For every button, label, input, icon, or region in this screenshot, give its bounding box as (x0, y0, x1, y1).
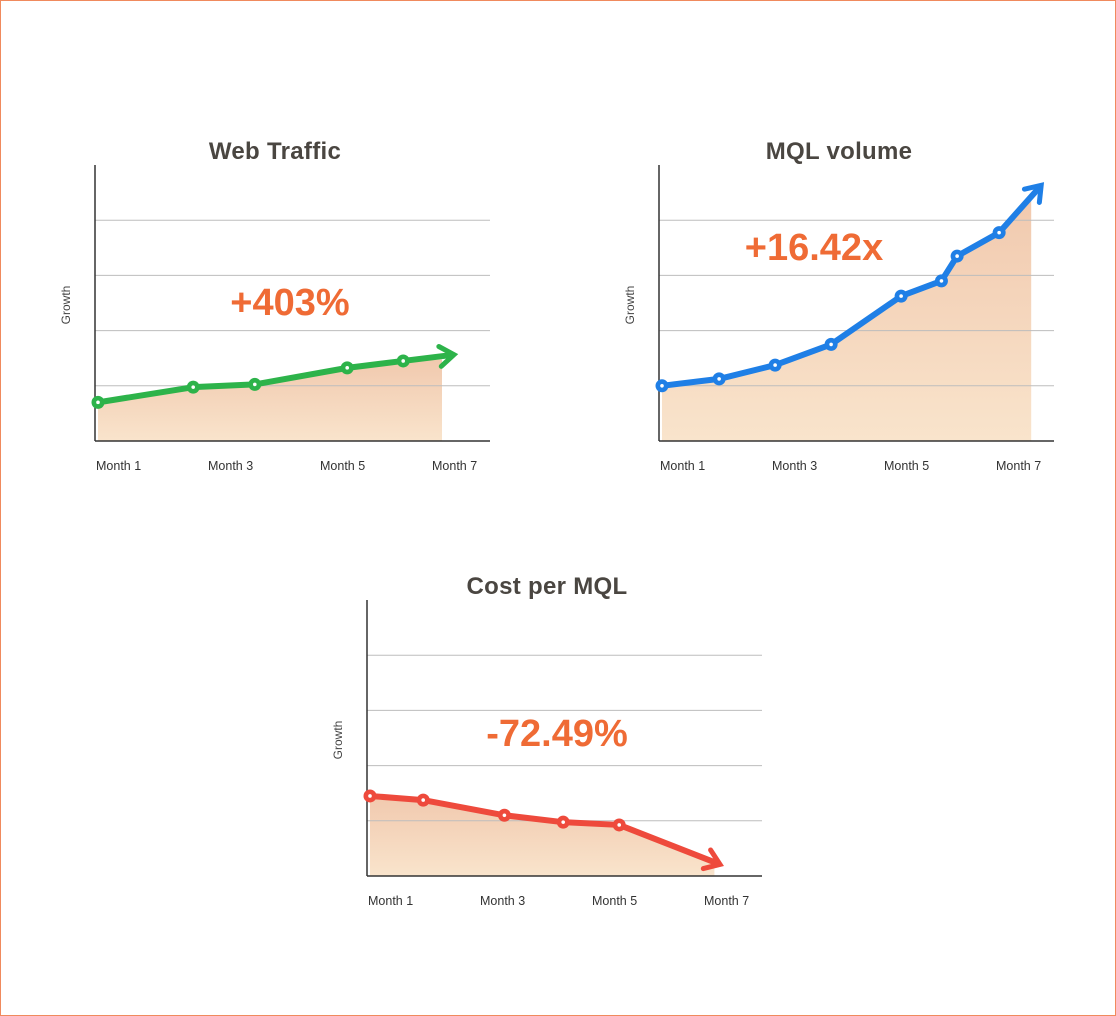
series-arrowhead (700, 847, 724, 872)
chart-callout: -72.49% (486, 713, 628, 755)
area-fill (662, 193, 1032, 441)
x-tick-label: Month 7 (704, 894, 749, 908)
data-point-center (345, 366, 350, 370)
chart-callout: +16.42x (744, 227, 884, 269)
x-tick-label: Month 7 (996, 459, 1041, 473)
series-line (367, 792, 718, 866)
data-point-center (96, 400, 100, 405)
series-arrowhead (436, 343, 459, 369)
data-point-center (502, 813, 507, 818)
chart-cost-per-mql: Cost per MQL -72.49% Growth Month 1 Month … (312, 565, 782, 925)
x-tick-label: Month 1 (368, 894, 413, 908)
data-point-center (939, 279, 944, 283)
data-point-center (773, 363, 777, 367)
chart-title: MQL volume (765, 138, 913, 165)
data-point-center (660, 384, 664, 388)
area-fill (370, 795, 715, 876)
data-point-center (191, 385, 195, 389)
chart-title: Cost per MQL (466, 573, 628, 600)
y-axis-label: Growth (331, 721, 345, 760)
y-axis-label: Growth (59, 286, 73, 325)
series-line (95, 352, 451, 406)
chart-plot: Growth Month 1 Month 3 Month 5 Month 7 (59, 165, 490, 473)
data-point-center (899, 294, 903, 298)
area-fill (98, 359, 442, 441)
series-arrowhead (1021, 182, 1045, 205)
x-tick-label: Month 1 (660, 459, 705, 473)
chart-title: Web Traffic (208, 138, 342, 165)
chart-mql-volume: MQL volume +16.42x Growth Month 1 Month 3 M… (604, 130, 1074, 490)
data-point-center (368, 794, 372, 798)
x-tick-label: Month 3 (772, 459, 817, 473)
x-tick-label: Month 5 (320, 459, 365, 473)
x-tick-label: Month 3 (480, 894, 525, 908)
data-point-center (955, 254, 959, 258)
x-tick-label: Month 5 (884, 459, 929, 473)
chart-plot: Growth Month 1 Month 3 Month 5 Month 7 (623, 165, 1054, 473)
y-axis-label: Growth (623, 286, 637, 325)
x-tick-label: Month 3 (208, 459, 253, 473)
data-point-center (401, 359, 406, 363)
chart-callout: +403% (230, 282, 350, 324)
data-point-center (617, 823, 621, 827)
chart-web-traffic: Web Traffic +403% Growth Month 1 Month 3 Mo… (40, 130, 510, 490)
x-tick-label: Month 7 (432, 459, 477, 473)
data-point-center (253, 382, 257, 387)
data-point-center (997, 230, 1001, 235)
x-tick-label: Month 5 (592, 894, 637, 908)
data-point-center (421, 798, 425, 802)
data-point-center (561, 820, 565, 824)
data-point-center (829, 342, 833, 347)
chart-plot: Growth Month 1 Month 3 Month 5 Month 7 (331, 600, 762, 908)
x-tick-label: Month 1 (96, 459, 141, 473)
data-point-center (717, 377, 721, 381)
